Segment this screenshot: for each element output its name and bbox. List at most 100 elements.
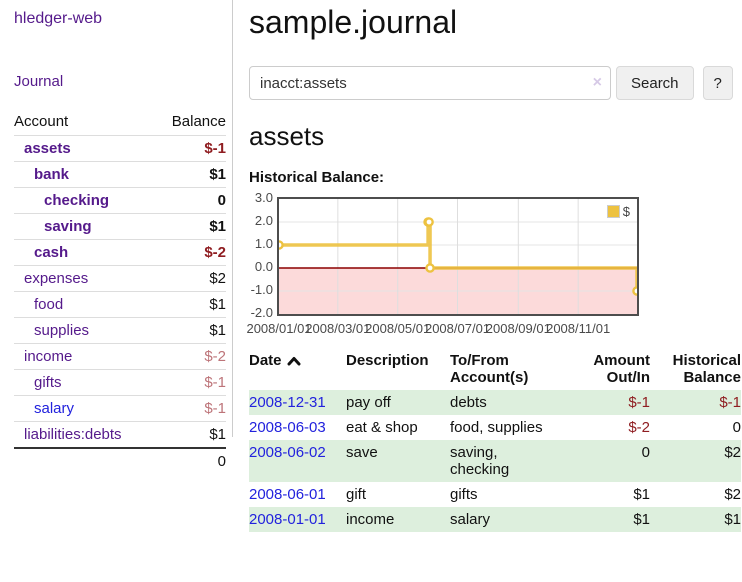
y-axis-tick: 3.0	[254, 190, 273, 205]
transaction-accounts: salary	[450, 507, 564, 532]
account-link-liabilities-debts[interactable]: liabilities:debts	[24, 426, 122, 443]
transaction-date-link[interactable]: 2008-06-01	[249, 486, 326, 503]
transaction-balance: $2	[650, 440, 741, 482]
account-balance: $1	[154, 291, 226, 318]
account-row: cash $-2	[14, 239, 226, 266]
transaction-balance: $2	[724, 486, 741, 503]
chart-label: Historical Balance:	[249, 169, 385, 186]
accounts-total-row: 0	[14, 447, 226, 474]
account-row: expenses $2	[14, 265, 226, 292]
txn-header-description: Description	[346, 352, 429, 369]
account-balance: $1	[154, 161, 226, 188]
transaction-date-link[interactable]: 2008-06-03	[249, 419, 326, 436]
account-balance: 0	[154, 187, 226, 214]
app-layout: hledger-web Journal Account Balance asse…	[0, 0, 742, 532]
account-balance: $-2	[154, 239, 226, 266]
account-link-saving[interactable]: saving	[44, 218, 92, 235]
account-link-checking[interactable]: checking	[44, 192, 110, 209]
account-balance: $-2	[154, 343, 226, 370]
transaction-row: 2008-06-03 eat & shop food, supplies $-2 0	[249, 415, 741, 440]
account-row: salary $-1	[14, 395, 226, 422]
account-link-cash[interactable]: cash	[34, 244, 69, 261]
account-link-gifts[interactable]: gifts	[34, 374, 62, 391]
y-axis-tick: 1.0	[254, 236, 273, 251]
transaction-accounts: saving, checking	[450, 440, 564, 482]
transaction-amount: $1	[633, 486, 650, 503]
legend-swatch-icon	[606, 205, 620, 218]
account-row: assets $-1	[14, 135, 226, 162]
transaction-description: eat & shop	[346, 419, 418, 436]
account-balance: $2	[154, 265, 226, 292]
account-title: assets	[249, 121, 325, 151]
x-axis-tick: 2008/11/01	[546, 321, 611, 336]
account-link-bank[interactable]: bank	[34, 166, 70, 183]
y-axis-tick: 2.0	[254, 213, 273, 228]
transaction-amount: $1	[564, 507, 650, 532]
help-button[interactable]: ?	[702, 66, 733, 100]
search-input[interactable]	[249, 66, 611, 100]
account-row: food $1	[14, 291, 226, 318]
account-balance: $1	[154, 421, 226, 448]
account-row: checking 0	[14, 187, 226, 214]
account-row: income $-2	[14, 343, 226, 370]
chart-legend: $	[604, 203, 632, 220]
accounts-table: Account Balance assets $-1 bank $1 checking 0…	[14, 109, 226, 474]
transaction-accounts: debts	[450, 390, 564, 415]
transaction-balance: $-1	[650, 390, 741, 415]
transactions-table: Date Description To/From Account(s) Amount Ou…	[249, 350, 741, 532]
account-row: gifts $-1	[14, 369, 226, 396]
clear-search-icon[interactable]: ×	[592, 74, 602, 91]
txn-header-date[interactable]: Date	[249, 350, 346, 390]
account-row: liabilities:debts $1	[14, 421, 226, 448]
historical-balance-chart: $ 3.0 2.0 1.0 0.0 -1.0 -2.0 2008/01/01 2008/03/…	[246, 190, 669, 337]
account-balance: $-1	[154, 135, 226, 162]
transaction-row: 2008-12-31 pay off debts $-1 $-1	[249, 390, 741, 415]
page-title: sample.journal	[249, 4, 458, 40]
y-axis-tick: -2.0	[250, 305, 273, 320]
account-balance: $1	[154, 317, 226, 344]
account-row: saving $1	[14, 213, 226, 240]
x-axis-tick: 2008/01/01	[246, 321, 312, 336]
transaction-row: 2008-01-01 income salary $1 $1	[249, 507, 741, 532]
app-title-link[interactable]: hledger-web	[14, 10, 103, 27]
transaction-accounts: food, supplies	[450, 419, 543, 436]
account-balance: $-1	[154, 369, 226, 396]
sidebar-item-journal[interactable]: Journal	[14, 73, 64, 90]
accounts-header-account: Account	[14, 113, 69, 130]
accounts-header-balance: Balance	[171, 113, 226, 130]
transaction-description: income	[346, 507, 450, 532]
sort-ascending-icon	[287, 357, 301, 366]
account-link-expenses[interactable]: expenses	[24, 270, 89, 287]
txn-header-amount: Amount Out/In	[593, 352, 650, 386]
account-link-supplies[interactable]: supplies	[34, 322, 90, 339]
transaction-date-link[interactable]: 2008-01-01	[249, 511, 326, 528]
search-button[interactable]: Search	[616, 66, 694, 100]
y-axis-tick: -1.0	[250, 282, 273, 297]
accounts-total-value: 0	[154, 447, 226, 474]
transaction-description: gift	[346, 486, 367, 503]
account-link-salary[interactable]: salary	[34, 400, 75, 417]
sidebar: hledger-web Journal Account Balance asse…	[0, 0, 233, 474]
x-axis-tick: 2008/03/01	[305, 321, 371, 336]
account-link-income[interactable]: income	[24, 348, 73, 365]
transaction-amount: $-1	[564, 390, 650, 415]
account-row: bank $1	[14, 161, 226, 188]
chart-plot-area: $	[277, 197, 639, 316]
x-axis-tick: 2008/05/01	[365, 321, 431, 336]
transaction-amount: $-2	[628, 419, 650, 436]
account-balance: $1	[154, 213, 226, 240]
account-link-assets[interactable]: assets	[24, 140, 71, 157]
transaction-accounts: gifts	[450, 486, 478, 503]
y-axis-tick: 0.0	[254, 259, 273, 274]
transaction-description: save	[346, 440, 450, 482]
transaction-date-link[interactable]: 2008-12-31	[249, 394, 326, 411]
account-balance: $-1	[154, 395, 226, 422]
txn-header-historical: Historical Balance	[672, 352, 741, 386]
transaction-balance: $1	[650, 507, 741, 532]
transaction-date-link[interactable]: 2008-06-02	[249, 444, 326, 461]
main-content: sample.journal × Search ? assets Histori…	[233, 0, 742, 532]
transaction-row: 2008-06-02 save saving, checking 0 $2	[249, 440, 741, 482]
chart-canvas	[279, 199, 637, 314]
search-bar: × Search ?	[249, 66, 741, 100]
account-link-food[interactable]: food	[34, 296, 64, 313]
